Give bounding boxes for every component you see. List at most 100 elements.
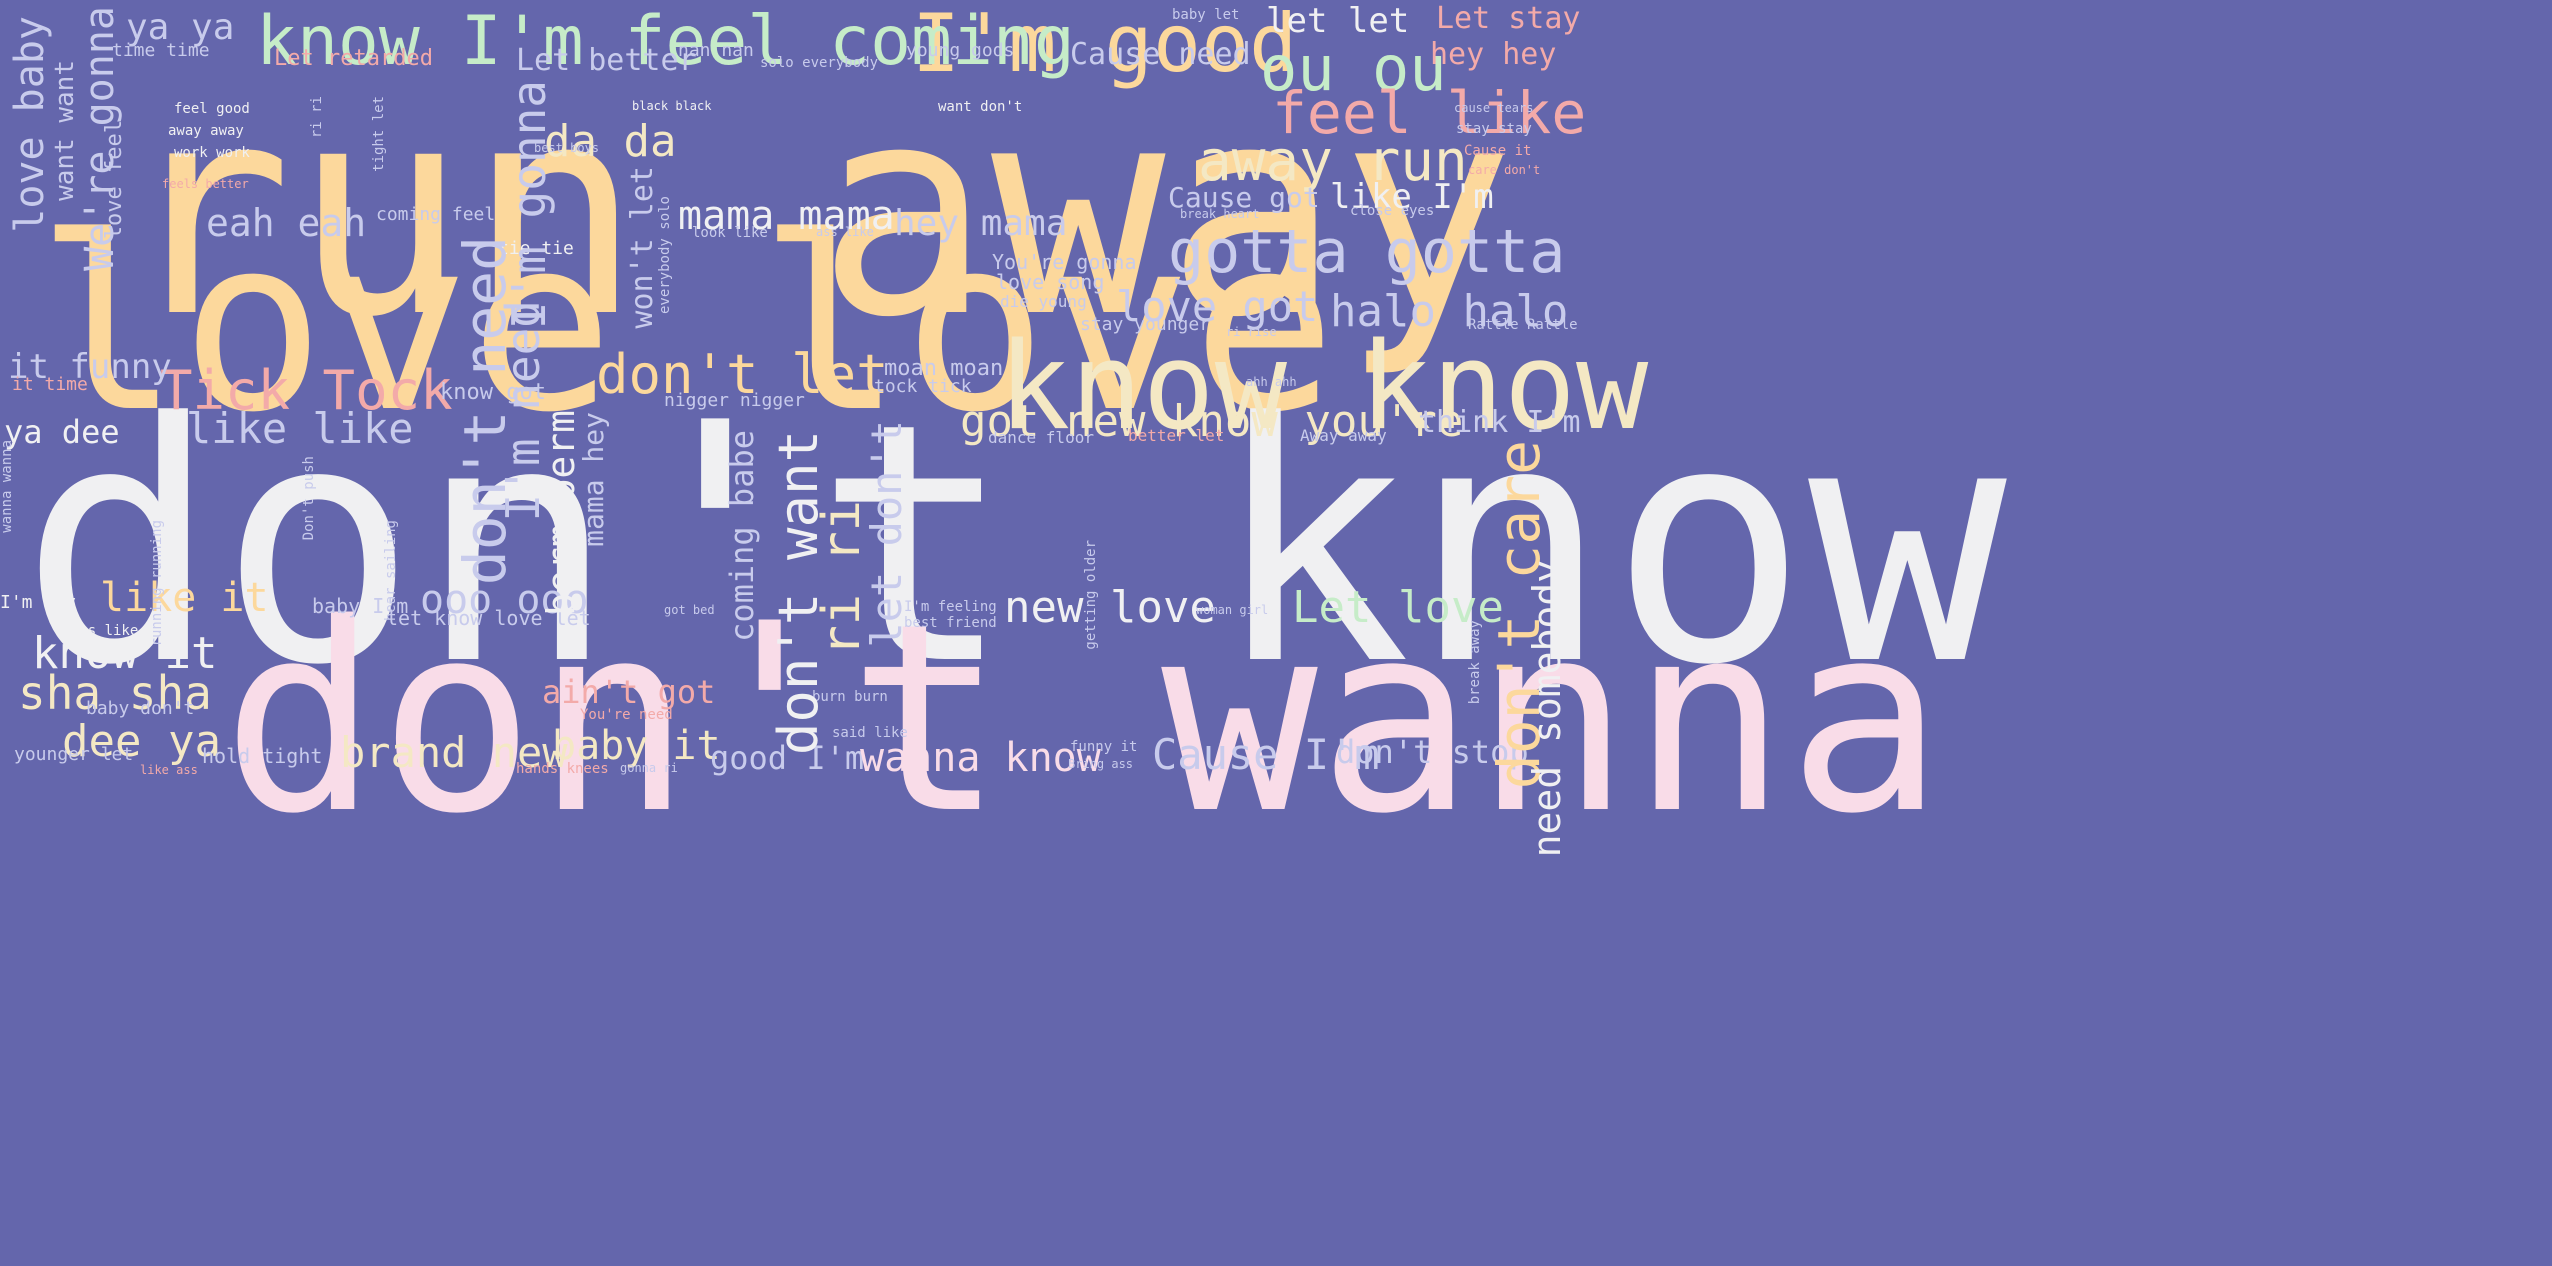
word: everybody solo	[657, 196, 673, 315]
word: good I'm	[710, 739, 865, 777]
word: hold tight	[202, 744, 323, 768]
word: I'm way	[0, 592, 76, 613]
word: You're gonna	[992, 250, 1137, 274]
word: getting older	[1083, 540, 1099, 650]
word: ooo ooo	[420, 577, 589, 623]
word: woman girl	[1196, 603, 1269, 617]
word: best boys	[534, 141, 600, 155]
word: black black	[632, 99, 712, 113]
word: gotta gotta	[1168, 217, 1566, 287]
word: ahh ahh	[1246, 375, 1297, 389]
word: it time	[12, 374, 88, 395]
word: baby I'm	[312, 594, 409, 618]
word: want don't	[938, 99, 1023, 115]
word: love got	[1116, 282, 1319, 331]
word: Cause got	[1168, 181, 1320, 214]
word: I'm feeling	[904, 599, 997, 615]
word: coming babe	[723, 430, 761, 642]
word: coming feel	[376, 204, 496, 225]
word: away away	[168, 123, 244, 139]
word: love song	[996, 270, 1105, 294]
word: hear sailing	[383, 520, 399, 622]
word: Let love	[1292, 582, 1504, 633]
word: time time	[112, 40, 210, 61]
word: love love	[36, 185, 1337, 465]
word: wanna know	[860, 735, 1101, 781]
word: won't let	[625, 166, 660, 329]
word: got bed	[664, 603, 715, 617]
word: feel good	[174, 101, 250, 117]
word: don't let	[596, 343, 889, 406]
word: Cause it	[1464, 143, 1532, 159]
word: tock tick	[874, 376, 972, 397]
word: nigger nigger	[664, 390, 805, 411]
word: best friend	[904, 615, 997, 631]
word: Tick Tock	[160, 359, 453, 422]
word: feels like	[54, 623, 139, 639]
word: like I'm	[1330, 177, 1494, 217]
word: ya ya	[126, 7, 235, 48]
word: baby don't	[86, 698, 195, 719]
word: don't know	[20, 353, 2007, 737]
word: mama mama	[678, 193, 895, 239]
word: care don't	[1468, 163, 1541, 177]
word: dance floor	[988, 428, 1094, 447]
word: love baby	[7, 16, 53, 233]
word: You're need	[580, 707, 673, 723]
word: mama hey	[577, 412, 610, 547]
word: don't wanna	[222, 569, 1944, 871]
word: said like	[832, 725, 908, 741]
word: ain't got	[542, 673, 716, 711]
word: halo halo	[1330, 286, 1569, 337]
word: Let retarded	[274, 46, 433, 71]
word: die young	[1000, 292, 1087, 311]
word: ya dee	[4, 413, 120, 451]
word: new love	[1004, 582, 1216, 633]
word: better let	[1128, 426, 1225, 445]
word: know got	[440, 380, 546, 405]
word: hey hey	[1430, 37, 1557, 72]
word: like ass	[140, 763, 198, 777]
word: Let stay	[1436, 1, 1581, 36]
word: know it	[32, 628, 218, 679]
word: running running	[149, 520, 165, 647]
word: young gods	[906, 40, 1015, 61]
word: Let better	[516, 43, 697, 78]
word: hey mama	[894, 203, 1068, 244]
word: want want	[50, 60, 80, 201]
word: da da	[544, 116, 677, 167]
word: don't stop	[1336, 733, 1529, 771]
word: ou ou	[1260, 32, 1447, 105]
word: ri rise	[1226, 325, 1277, 339]
word: Away away	[1300, 426, 1387, 445]
word: know I'm feel coming	[256, 2, 1075, 81]
word: think I'm	[1418, 405, 1581, 440]
word: tight let	[371, 96, 387, 172]
word: I'm good	[912, 0, 1298, 90]
word: ri ri	[812, 500, 872, 657]
word: wanna wanna	[0, 440, 15, 533]
word: tie tie	[498, 238, 574, 259]
word: ri ri	[309, 96, 325, 139]
word: Cause need	[1070, 37, 1251, 72]
word: look like	[692, 225, 768, 241]
word: cause tears	[1454, 101, 1534, 115]
word: love feel	[102, 120, 127, 240]
word: away run	[1198, 129, 1468, 194]
word: run away	[118, 44, 1515, 381]
word: like it	[100, 575, 269, 621]
word: Bring ass	[1068, 757, 1134, 771]
word: younger let	[14, 744, 134, 765]
word: gonna ri	[620, 761, 678, 775]
word: let know love let	[386, 606, 591, 630]
word: berm berm	[539, 410, 583, 616]
word: like like	[186, 404, 414, 453]
word: hands knees	[516, 761, 609, 777]
word: solo everybody	[760, 55, 879, 71]
word: feel like	[1272, 79, 1587, 147]
word: stay stay	[1456, 121, 1532, 137]
word: ass like	[816, 225, 874, 239]
word: moan moan	[884, 356, 1004, 381]
word: burn burn	[812, 689, 888, 705]
